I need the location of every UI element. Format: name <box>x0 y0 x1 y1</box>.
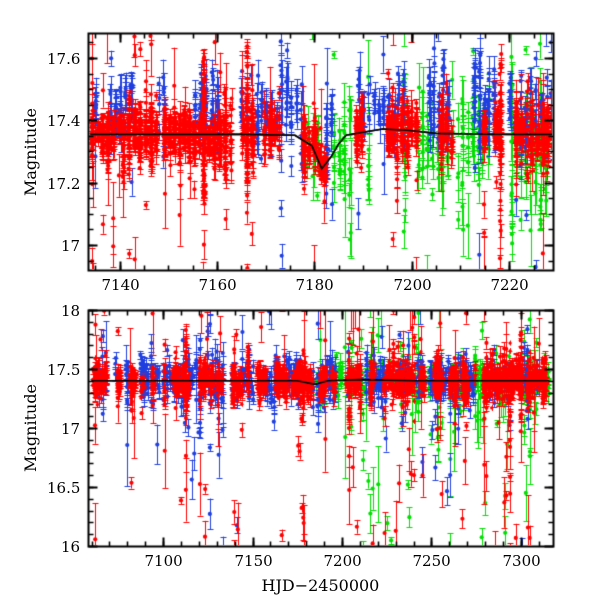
y-tick-label: 16.5 <box>47 478 81 497</box>
x-tick-label: 7200 <box>323 552 362 570</box>
y-tick-label: 17 <box>61 236 81 255</box>
x-tick-label: 7100 <box>144 552 183 570</box>
top-panel-y-axis-title: Magnitude <box>20 107 40 196</box>
y-tick-label: 16 <box>61 537 81 556</box>
x-tick-label: 7180 <box>295 276 334 294</box>
y-tick-label: 18 <box>61 301 81 320</box>
y-tick-label: 17.5 <box>47 360 81 379</box>
x-tick-label: 7140 <box>101 276 140 294</box>
y-tick-label: 17.2 <box>47 174 81 193</box>
x-tick-label: 7250 <box>412 552 451 570</box>
x-tick-label: 7160 <box>198 276 237 294</box>
x-tick-label: 7300 <box>502 552 541 570</box>
y-tick-label: 17.4 <box>47 111 81 130</box>
x-tick-label: 7150 <box>234 552 273 570</box>
x-tick-label: 7200 <box>393 276 432 294</box>
x-axis-title: HJD−2450000 <box>261 576 380 595</box>
bottom-panel-y-axis-title: Magnitude <box>20 383 40 472</box>
x-tick-label: 7220 <box>490 276 529 294</box>
y-tick-label: 17 <box>61 419 81 438</box>
y-tick-label: 17.6 <box>47 49 81 68</box>
